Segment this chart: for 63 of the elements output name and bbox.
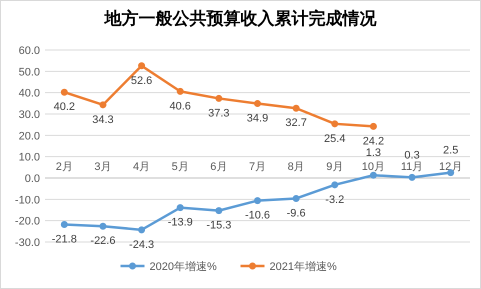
x-tick-label: 12月 — [439, 161, 462, 173]
x-tick-label: 10月 — [362, 161, 386, 173]
y-tick-label: 60.0 — [18, 45, 40, 57]
data-label: 32.7 — [285, 117, 307, 130]
data-label: 0.3 — [404, 149, 420, 162]
y-tick-label: 40.0 — [18, 88, 40, 100]
data-label: 40.2 — [54, 101, 76, 114]
data-label: 40.6 — [170, 100, 191, 112]
data-label: -9.6 — [286, 207, 306, 220]
point — [138, 62, 146, 70]
data-label: 25.4 — [324, 132, 346, 145]
point — [370, 172, 377, 179]
x-tick-label: 11月 — [400, 161, 424, 173]
y-tick-label: -20.0 — [14, 216, 40, 228]
x-tick-label: 5月 — [172, 161, 189, 173]
point — [176, 88, 184, 95]
point — [331, 181, 338, 188]
point — [254, 100, 261, 108]
x-tick-label: 6月 — [210, 161, 228, 173]
x-tick-label: 2月 — [56, 161, 73, 173]
data-label: 1.3 — [366, 147, 382, 160]
point — [176, 204, 184, 212]
data-label: -13.9 — [168, 216, 193, 229]
point — [215, 207, 222, 214]
data-label: 34.3 — [92, 114, 114, 126]
data-label: -10.6 — [244, 210, 270, 222]
point — [99, 222, 106, 230]
point — [331, 120, 338, 128]
point — [292, 194, 300, 202]
x-tick-label: 3月 — [94, 161, 112, 173]
data-label: -3.2 — [325, 194, 344, 206]
data-label: -22.6 — [90, 235, 116, 248]
data-label: -15.3 — [206, 220, 232, 232]
x-tick-label: 8月 — [288, 161, 305, 173]
x-tick-label: 7月 — [248, 161, 266, 173]
point — [138, 226, 146, 234]
legend-label: 2021年增速% — [270, 260, 337, 273]
chart-title: 地方一般公共预算收入累计完成情况 — [104, 9, 378, 28]
y-tick-label: -30.0 — [14, 237, 40, 249]
data-label: -21.8 — [52, 234, 77, 246]
y-tick-label: 10.0 — [18, 152, 40, 164]
x-tick-label: 9月 — [326, 161, 344, 173]
x-tick-label: 4月 — [133, 161, 150, 173]
point — [60, 221, 68, 228]
point — [254, 197, 261, 204]
data-label: 2.5 — [443, 144, 458, 157]
data-label: 24.2 — [362, 135, 384, 148]
legend-label: 2020年增速% — [150, 260, 217, 273]
point — [292, 104, 300, 112]
data-label: 37.3 — [208, 107, 230, 120]
y-tick-label: 50.0 — [18, 66, 40, 78]
point — [99, 101, 106, 108]
data-label: -24.3 — [129, 238, 154, 251]
data-label: 34.9 — [246, 112, 268, 125]
point — [215, 94, 222, 102]
y-tick-label: -10.0 — [14, 194, 40, 206]
y-tick-label: 0.0 — [24, 173, 40, 185]
y-tick-label: 20.0 — [18, 130, 40, 142]
y-tick-label: 30.0 — [18, 109, 40, 121]
point — [370, 122, 377, 130]
point — [60, 88, 68, 96]
data-label: 52.6 — [130, 74, 152, 87]
point — [408, 174, 416, 181]
